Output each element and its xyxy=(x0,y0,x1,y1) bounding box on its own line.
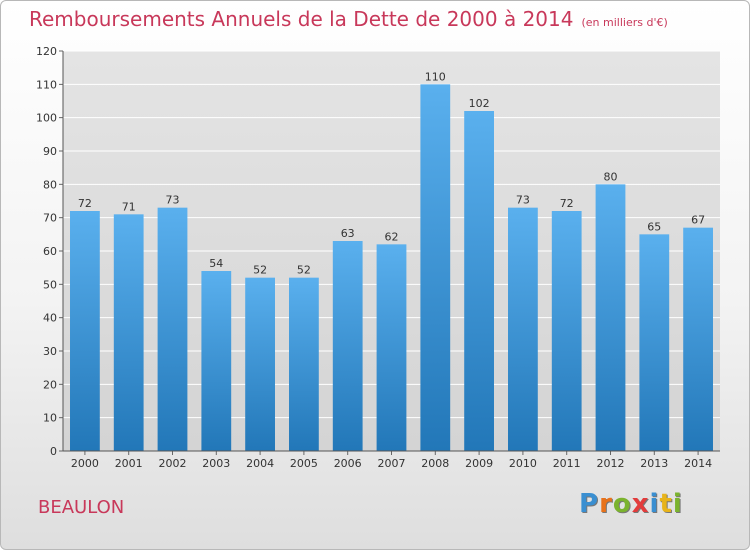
value-label-2004: 52 xyxy=(253,264,267,277)
y-tick-label: 120 xyxy=(36,45,57,58)
chart-title-text: Remboursements Annuels de la Dette de 20… xyxy=(29,7,574,31)
y-tick-label: 70 xyxy=(43,212,57,225)
x-tick-label-2007: 2007 xyxy=(378,457,406,470)
value-label-2014: 67 xyxy=(691,214,705,227)
value-label-2005: 52 xyxy=(297,264,311,277)
bar-2014 xyxy=(683,227,713,451)
bar-2009 xyxy=(464,111,494,451)
logo-letter: t xyxy=(659,489,673,519)
x-tick-label-2004: 2004 xyxy=(246,457,274,470)
value-label-2009: 102 xyxy=(469,97,490,110)
bar-2013 xyxy=(639,234,670,451)
logo-letter: r xyxy=(599,489,613,519)
y-tick-label: 110 xyxy=(36,78,57,91)
value-label-2003: 54 xyxy=(209,257,223,270)
logo-letter: i xyxy=(649,489,660,519)
bar-2000 xyxy=(70,211,100,451)
y-tick-label: 100 xyxy=(36,112,57,125)
x-tick-label-2009: 2009 xyxy=(465,457,493,470)
y-tick-label: 40 xyxy=(43,312,57,325)
value-label-2007: 62 xyxy=(385,230,399,243)
logo-letter: o xyxy=(612,489,632,519)
y-tick-label: 80 xyxy=(43,178,57,191)
x-tick-label-2000: 2000 xyxy=(71,457,99,470)
bar-2010 xyxy=(508,207,538,451)
bar-2008 xyxy=(420,84,451,451)
y-tick-label: 60 xyxy=(43,245,57,258)
town-name: BEAULON xyxy=(38,497,125,518)
bar-2002 xyxy=(157,207,188,451)
x-tick-label-2002: 2002 xyxy=(159,457,187,470)
x-tick-label-2013: 2013 xyxy=(640,457,668,470)
bar-2007 xyxy=(376,244,407,451)
x-tick-label-2006: 2006 xyxy=(334,457,362,470)
proxiti-logo: Proxiti xyxy=(579,489,683,519)
x-tick-label-2005: 2005 xyxy=(290,457,318,470)
value-label-2002: 73 xyxy=(166,194,180,207)
x-tick-label-2012: 2012 xyxy=(597,457,625,470)
bar-2011 xyxy=(551,211,582,451)
x-tick-label-2008: 2008 xyxy=(421,457,449,470)
value-label-2011: 72 xyxy=(560,197,574,210)
bar-2003 xyxy=(201,271,232,451)
y-tick-label: 90 xyxy=(43,145,57,158)
chart-unit: (en milliers d'€) xyxy=(581,16,668,29)
x-tick-label-2014: 2014 xyxy=(684,457,712,470)
logo-letter: x xyxy=(631,489,650,519)
bar-2005 xyxy=(289,277,319,451)
x-tick-label-2010: 2010 xyxy=(509,457,537,470)
value-label-2001: 71 xyxy=(122,200,136,213)
value-label-2010: 73 xyxy=(516,194,530,207)
value-label-2008: 110 xyxy=(425,70,446,83)
logo-letter: i xyxy=(672,489,683,519)
y-tick-label: 50 xyxy=(43,278,57,291)
y-tick-label: 30 xyxy=(43,345,57,358)
value-label-2012: 80 xyxy=(604,170,618,183)
x-tick-label-2001: 2001 xyxy=(115,457,143,470)
bar-2004 xyxy=(245,277,275,451)
chart-title: Remboursements Annuels de la Dette de 20… xyxy=(29,7,668,31)
x-tick-label-2003: 2003 xyxy=(202,457,230,470)
value-label-2006: 63 xyxy=(341,227,355,240)
x-tick-label-2011: 2011 xyxy=(553,457,581,470)
bar-2006 xyxy=(332,241,363,451)
bar-2001 xyxy=(113,214,144,451)
y-tick-label: 20 xyxy=(43,378,57,391)
logo-letter: P xyxy=(579,489,600,519)
y-tick-label: 0 xyxy=(50,445,57,458)
value-label-2000: 72 xyxy=(78,197,92,210)
value-label-2013: 65 xyxy=(647,220,661,233)
bar-2012 xyxy=(595,184,626,452)
y-tick-label: 10 xyxy=(43,412,57,425)
